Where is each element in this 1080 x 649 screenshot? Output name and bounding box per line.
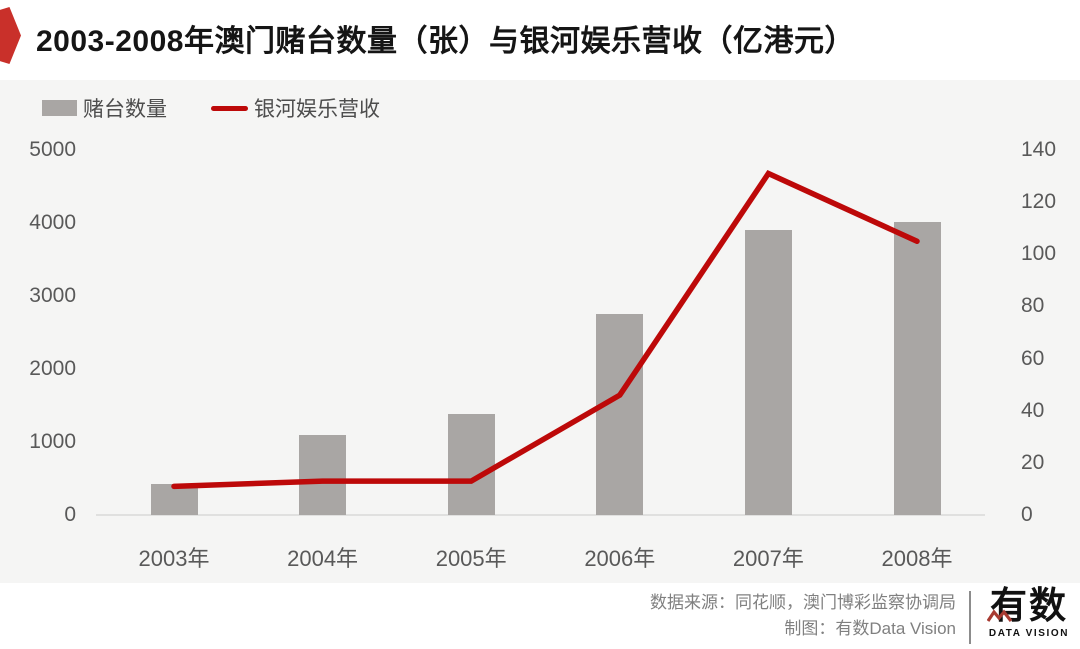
x-axis-label: 2005年 [435,546,507,571]
right-axis-tick: 100 [1021,242,1057,266]
left-axis-tick: 5000 [29,138,76,161]
bar-2008年 [893,221,941,515]
legend-item-revenue: 银河娱乐营收 [211,93,380,123]
right-axis-tick: 140 [1021,138,1057,161]
left-axis-tick: 0 [64,503,76,526]
title-badge-icon [0,7,21,64]
brand-logo: 有数 DATA VISION [983,585,1075,639]
right-axis-tick: 20 [1021,450,1045,474]
left-axis-tick: 2000 [29,357,76,380]
footer-divider [969,591,971,644]
bar-2007年 [744,230,792,515]
logo-subtext: DATA VISION [988,628,1070,639]
x-axis-label: 2007年 [732,546,804,571]
legend-label-tables: 赌台数量 [83,98,167,121]
footer: 数据来源：同花顺，澳门博彩监察协调局 制图：有数Data Vision 有数 D… [0,583,1080,649]
left-axis-tick: 1000 [29,430,76,453]
x-axis-label: 2003年 [138,546,210,571]
legend: 赌台数量 银河娱乐营收 [42,93,380,123]
bar-2005年 [447,413,495,515]
right-axis-tick: 60 [1021,346,1045,370]
bar-2004年 [299,435,347,515]
legend-label-revenue: 银河娱乐营收 [254,98,380,121]
bar-2003年 [150,484,198,515]
right-axis-tick: 0 [1021,503,1033,526]
legend-item-tables: 赌台数量 [42,93,167,123]
bar-swatch-icon [42,100,77,116]
x-axis-label: 2006年 [584,546,656,571]
data-source-text: 数据来源：同花顺，澳门博彩监察协调局 [650,593,956,612]
bar-2006年 [596,313,644,515]
line-swatch-icon [211,105,248,111]
left-axis-tick: 4000 [29,211,76,234]
left-axis-tick: 3000 [29,284,76,307]
x-axis-label: 2004年 [287,546,359,571]
logo-zigzag-icon [987,609,1013,622]
logo-cn-text: 有数 [990,585,1068,626]
page-title: 2003-2008年澳门赌台数量（张）与银河娱乐营收（亿港元） [36,25,855,58]
header: 2003-2008年澳门赌台数量（张）与银河娱乐营收（亿港元） [0,0,1080,80]
source-block: 数据来源：同花顺，澳门博彩监察协调局 制图：有数Data Vision [650,590,956,642]
right-axis-tick: 80 [1021,294,1045,318]
credit-text: 制图：有数Data Vision [784,619,956,638]
right-axis-tick: 120 [1021,190,1057,214]
right-axis-tick: 40 [1021,398,1045,422]
x-axis-line [96,514,985,516]
logo-text: 有数 [983,585,1075,627]
x-axis-label: 2008年 [881,546,953,571]
